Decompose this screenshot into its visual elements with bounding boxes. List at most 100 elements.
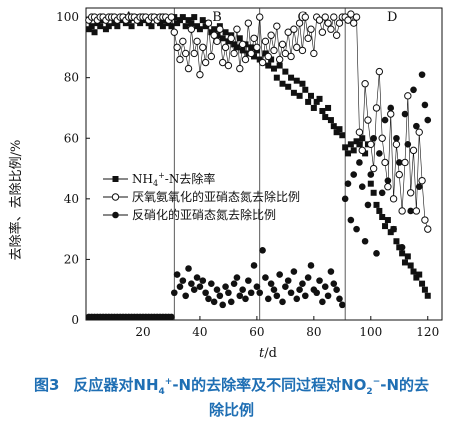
point-anammox-nitrite-89 <box>335 19 344 27</box>
point-anammox-nitrite-88 <box>332 31 341 39</box>
point-denitrification-nitrite-44 <box>208 280 215 287</box>
x-tick-label-80: 80 <box>306 325 321 339</box>
point-anammox-nitrite-43 <box>204 19 213 27</box>
point-anammox-nitrite-105 <box>381 158 389 167</box>
point-denitrification-nitrite-41 <box>199 277 207 284</box>
point-denitrification-nitrite-74 <box>293 295 301 303</box>
point-anammox-nitrite-104 <box>378 134 386 142</box>
point-anammox-nitrite-113 <box>404 92 412 100</box>
point-anammox-nitrite-50 <box>224 61 233 70</box>
point-anammox-nitrite-116 <box>412 207 421 215</box>
point-anammox-nitrite-62 <box>258 58 267 67</box>
point-nh4-removal-67 <box>273 74 280 81</box>
point-denitrification-nitrite-36 <box>185 265 192 272</box>
point-anammox-nitrite-106 <box>384 183 392 191</box>
point-anammox-nitrite-48 <box>219 58 227 67</box>
point-nh4-removal-109 <box>393 238 400 245</box>
point-anammox-nitrite-44 <box>207 52 216 61</box>
point-anammox-nitrite-37 <box>187 25 196 33</box>
point-denitrification-nitrite-110 <box>395 159 403 166</box>
point-anammox-nitrite-112 <box>401 158 409 167</box>
point-anammox-nitrite-47 <box>216 25 224 33</box>
point-nh4-removal-35 <box>182 23 189 30</box>
point-nh4-removal-117 <box>416 271 423 278</box>
point-nh4-removal-23 <box>148 23 155 30</box>
y-tick-label-40: 40 <box>64 192 79 206</box>
point-nh4-removal-53 <box>233 44 240 51</box>
point-nh4-removal-102 <box>373 201 380 208</box>
point-nh4-removal-111 <box>399 250 406 257</box>
point-nh4-removal-76 <box>299 80 306 87</box>
point-anammox-nitrite-93 <box>347 10 355 18</box>
point-denitrification-nitrite-78 <box>304 274 312 281</box>
point-denitrification-nitrite-62 <box>259 247 266 254</box>
x-axis-label-var: t <box>259 346 265 361</box>
point-nh4-removal-118 <box>419 280 426 287</box>
point-denitrification-nitrite-71 <box>284 277 292 284</box>
point-anammox-nitrite-64 <box>264 52 272 61</box>
point-nh4-removal-87 <box>330 123 337 130</box>
point-nh4-removal-97 <box>359 135 366 142</box>
point-anammox-nitrite-38 <box>190 49 198 58</box>
point-denitrification-nitrite-103 <box>376 150 383 157</box>
point-nh4-removal-38 <box>191 14 198 21</box>
point-denitrification-nitrite-53 <box>233 274 241 281</box>
point-denitrification-nitrite-30 <box>168 313 175 321</box>
point-nh4-removal-73 <box>290 89 297 96</box>
point-anammox-nitrite-75 <box>295 19 304 27</box>
point-nh4-removal-71 <box>285 83 292 90</box>
point-nh4-removal-82 <box>316 95 323 102</box>
point-anammox-nitrite-85 <box>324 19 332 27</box>
point-denitrification-nitrite-72 <box>287 289 295 297</box>
point-nh4-removal-48 <box>219 35 226 42</box>
point-nh4-removal-80 <box>310 104 317 111</box>
point-denitrification-nitrite-32 <box>173 271 181 278</box>
point-anammox-nitrite-96 <box>355 128 364 136</box>
point-anammox-nitrite-55 <box>238 40 247 49</box>
legend-label-nh4-removal: NH4+-N去除率 <box>132 171 215 188</box>
point-nh4-removal-19 <box>137 20 144 27</box>
point-nh4-removal-78 <box>305 98 312 105</box>
point-denitrification-nitrite-38 <box>190 286 198 294</box>
point-anammox-nitrite-100 <box>367 140 375 149</box>
point-nh4-removal-39 <box>194 23 201 30</box>
point-anammox-nitrite-87 <box>330 13 338 21</box>
point-nh4-removal-86 <box>327 117 334 124</box>
point-nh4-removal-16 <box>128 23 135 30</box>
point-nh4-removal-65 <box>268 56 275 63</box>
point-denitrification-nitrite-86 <box>327 268 335 275</box>
series-denitrification-nitrite <box>85 71 432 321</box>
point-denitrification-nitrite-43 <box>205 295 212 303</box>
phase-label-b: B <box>212 10 222 25</box>
point-denitrification-nitrite-51 <box>227 298 235 306</box>
legend-label-anammox-nitrite: 厌氧氨氧化的亚硝态氮去除比例 <box>132 189 300 204</box>
y-tick-label-0: 0 <box>71 313 79 327</box>
point-nh4-removal-34 <box>179 14 186 21</box>
point-nh4-removal-101 <box>370 189 377 196</box>
point-anammox-nitrite-101 <box>369 164 378 173</box>
point-nh4-removal-72 <box>288 74 295 81</box>
point-nh4-removal-85 <box>325 104 332 111</box>
point-anammox-nitrite-52 <box>230 49 238 58</box>
point-anammox-nitrite-117 <box>415 128 423 136</box>
legend-marker-anammox-nitrite <box>111 193 120 201</box>
caption-sub-2: 2 <box>366 387 373 397</box>
caption-part-c: -N的去 <box>380 376 430 394</box>
point-denitrification-nitrite-84 <box>321 283 329 290</box>
point-anammox-nitrite-114 <box>406 189 415 197</box>
caption-sup-1: + <box>164 377 173 387</box>
point-denitrification-nitrite-49 <box>222 283 229 290</box>
point-anammox-nitrite-35 <box>181 49 190 58</box>
point-anammox-nitrite-80 <box>310 49 318 58</box>
point-anammox-nitrite-32 <box>173 43 181 52</box>
point-nh4-removal-106 <box>384 217 391 224</box>
point-anammox-nitrite-67 <box>273 22 281 30</box>
series-anammox-nitrite <box>85 10 432 233</box>
point-denitrification-nitrite-88 <box>333 286 340 294</box>
point-denitrification-nitrite-82 <box>316 277 323 284</box>
point-nh4-removal-44 <box>208 29 215 36</box>
point-nh4-removal-66 <box>270 65 277 72</box>
point-anammox-nitrite-77 <box>301 13 309 21</box>
point-denitrification-nitrite-94 <box>350 171 358 178</box>
